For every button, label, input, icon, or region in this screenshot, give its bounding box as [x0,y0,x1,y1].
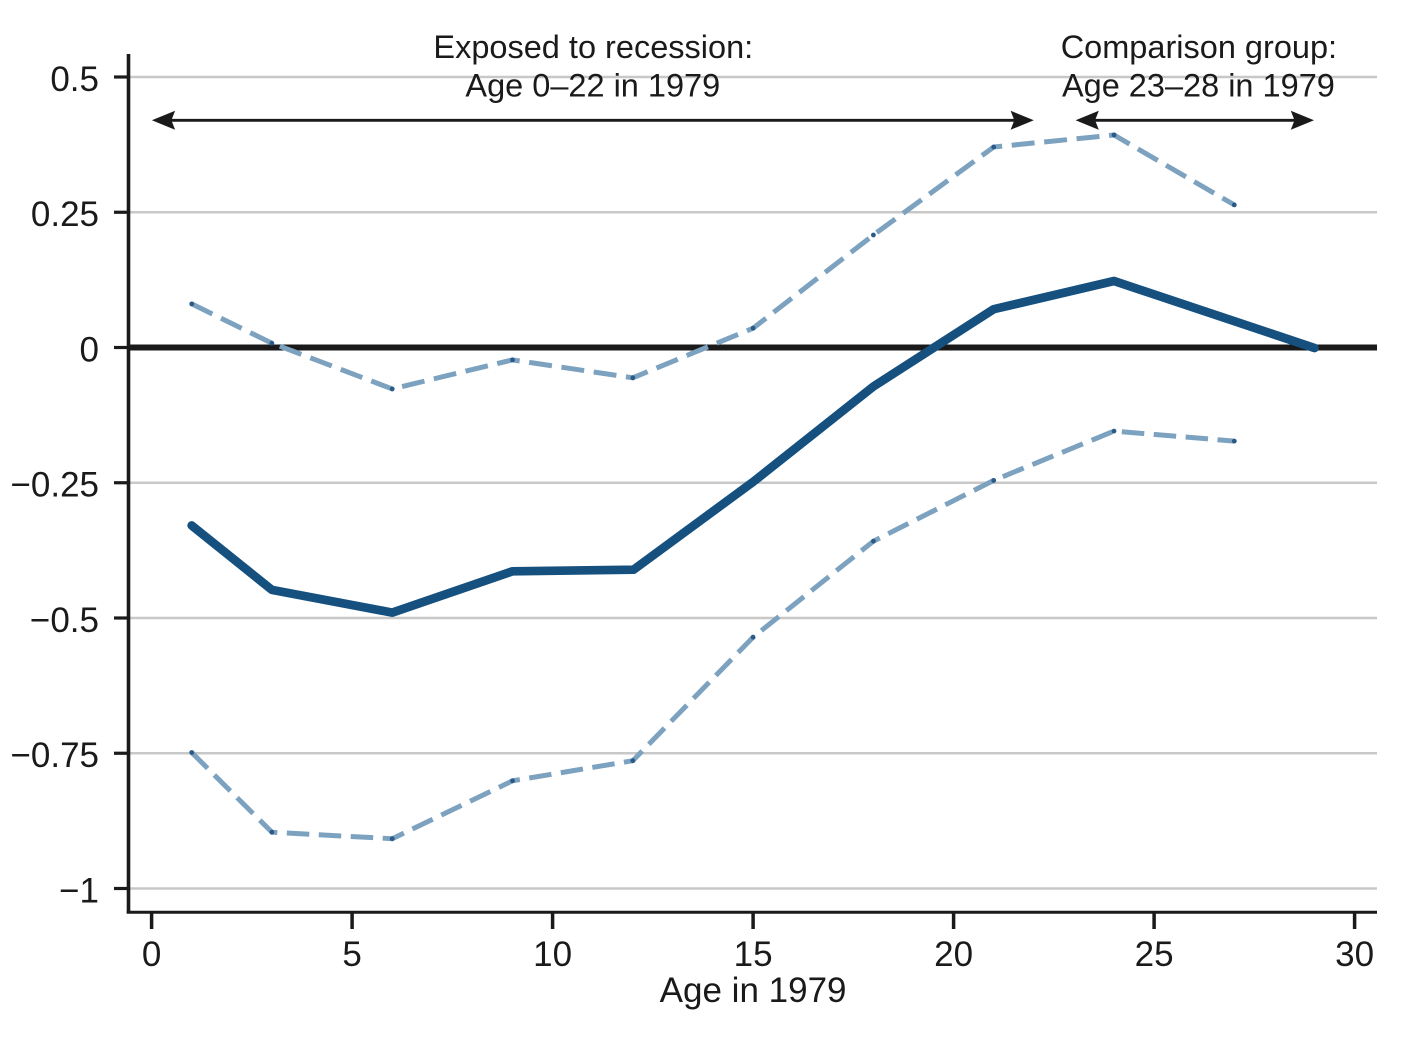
svg-text:0: 0 [142,935,161,974]
svg-text:30: 30 [1335,935,1374,974]
svg-text:Age 23–28 in 1979: Age 23–28 in 1979 [1062,68,1335,104]
svg-text:Age in 1979: Age in 1979 [660,971,847,1010]
svg-text:−1: −1 [59,871,99,910]
svg-text:0.25: 0.25 [31,195,99,234]
svg-text:Exposed to recession:: Exposed to recession: [433,29,753,65]
svg-text:Age 0–22 in 1979: Age 0–22 in 1979 [465,68,720,104]
svg-text:−0.75: −0.75 [10,736,99,775]
svg-text:15: 15 [734,935,773,974]
svg-text:0: 0 [80,330,99,369]
svg-text:10: 10 [533,935,572,974]
svg-text:−0.5: −0.5 [30,601,99,640]
svg-text:25: 25 [1135,935,1174,974]
svg-text:5: 5 [342,935,361,974]
svg-text:Comparison group:: Comparison group: [1061,29,1337,65]
svg-text:0.5: 0.5 [50,60,99,99]
svg-text:20: 20 [934,935,973,974]
svg-text:−0.25: −0.25 [10,466,99,505]
